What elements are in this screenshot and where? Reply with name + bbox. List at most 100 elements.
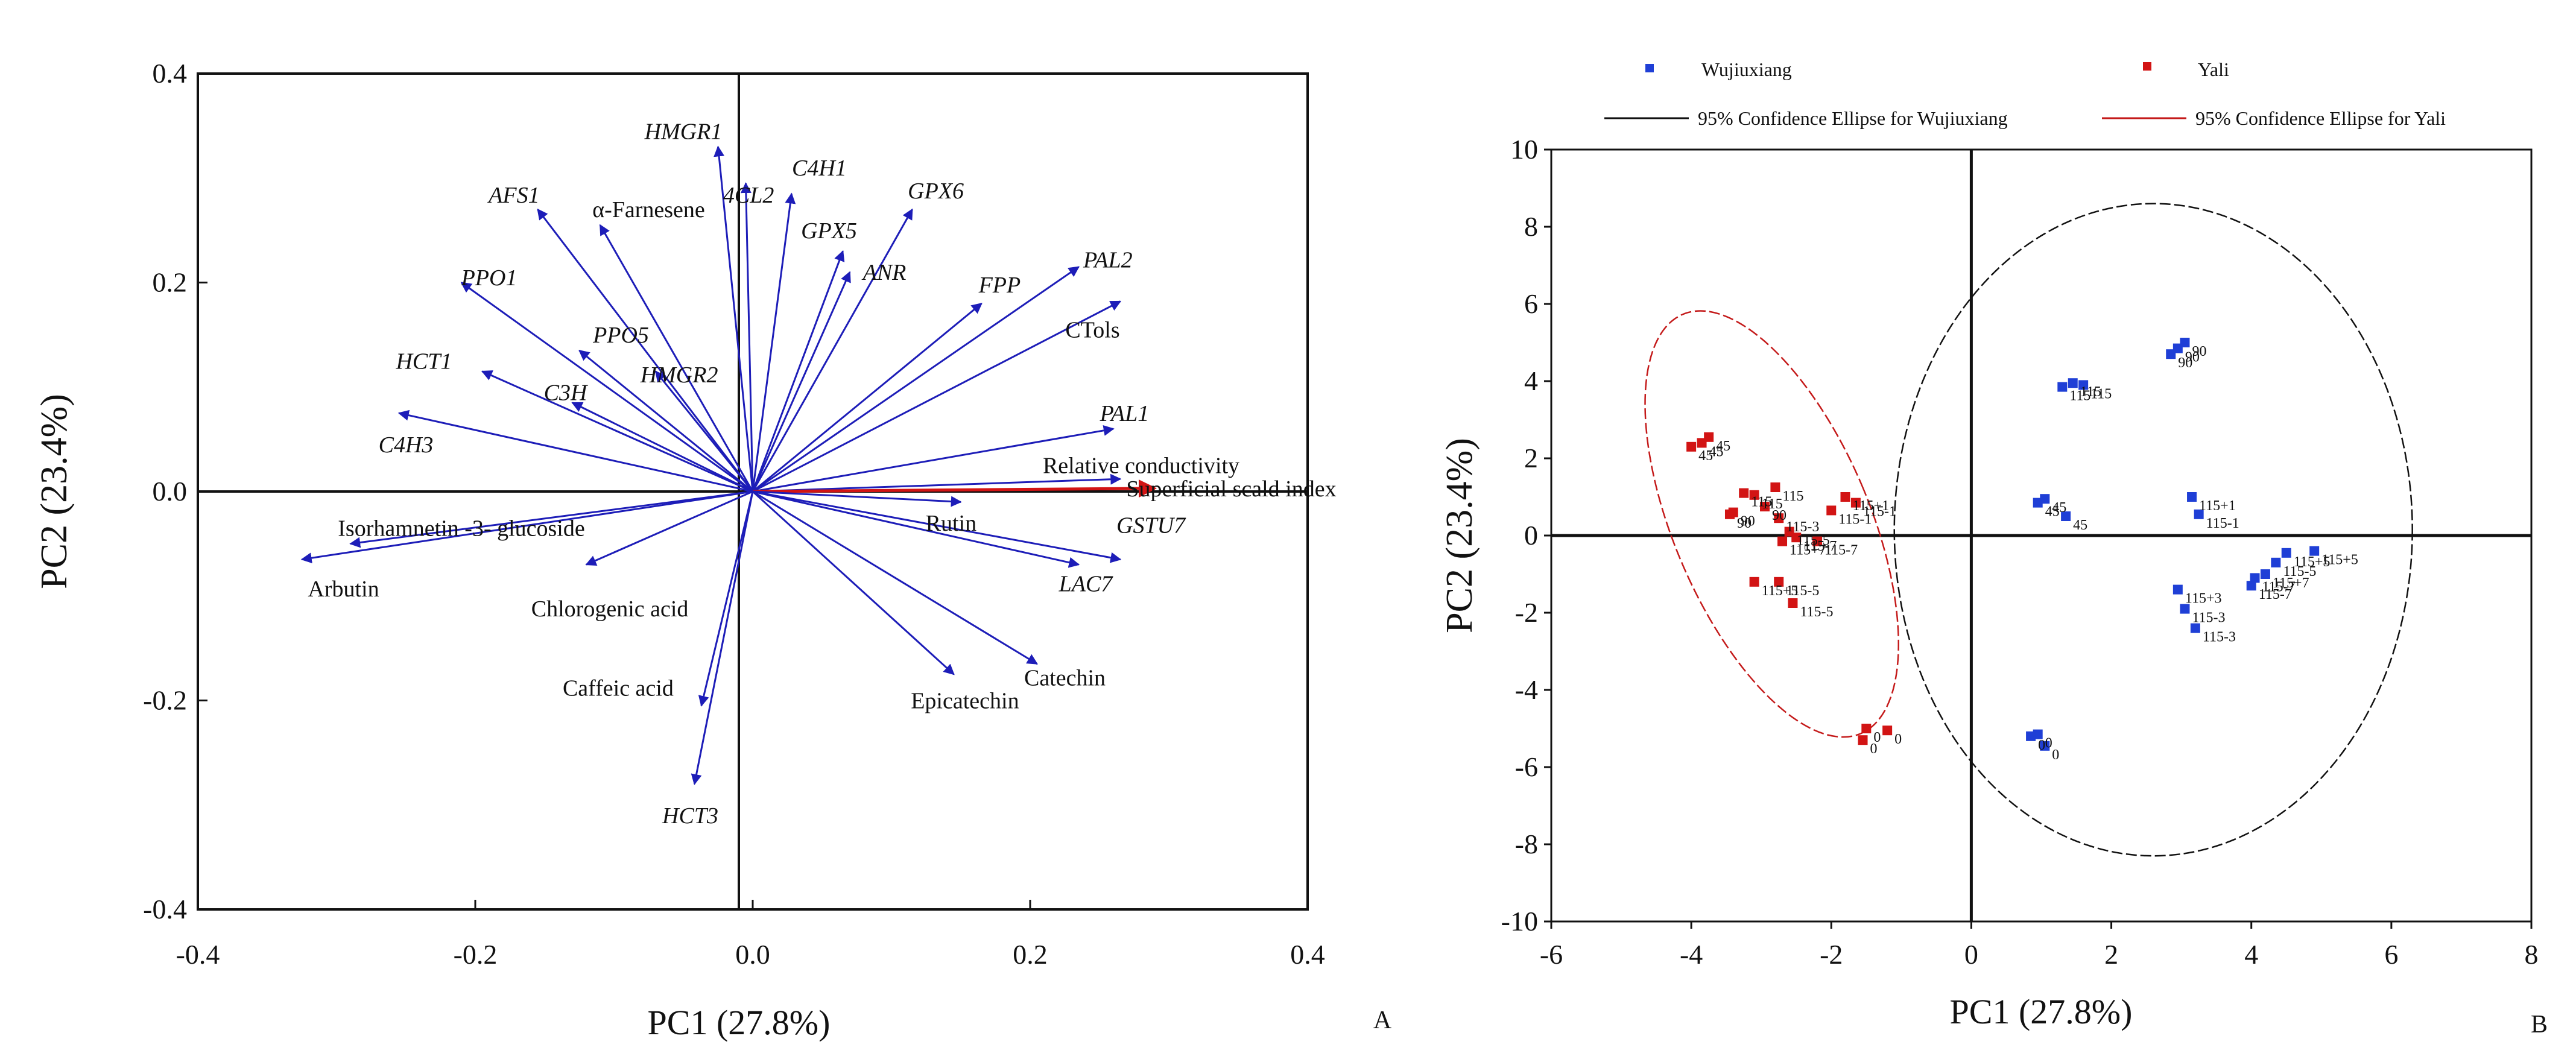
- panel-b-y-tick-label: 2: [1524, 443, 1538, 473]
- point-yali: [1840, 492, 1850, 502]
- point-yali: [1812, 536, 1823, 546]
- panel-b-y-tick-label: 8: [1524, 211, 1538, 242]
- point-label-wujiuxiang: 45: [2052, 500, 2066, 516]
- loading-label-superficial-scald-index: Superficial scald index: [1126, 476, 1336, 502]
- point-wujiuxiang: [2187, 492, 2197, 502]
- point-label-wujiuxiang: 90: [2185, 350, 2200, 365]
- point-yali: [1777, 536, 1788, 546]
- loading-vector-fpp: [752, 302, 983, 493]
- point-label-yali: 115-5: [1800, 604, 1833, 620]
- point-label-yali: 115: [1751, 495, 1772, 510]
- loading-label-farnesene: α-Farnesene: [592, 197, 705, 223]
- panel-b-y-tick-label: -8: [1515, 829, 1538, 859]
- loading-vector-anr: [752, 271, 851, 492]
- loading-label-c4h3: C4H3: [379, 432, 434, 458]
- point-wujiuxiang: [2250, 573, 2260, 583]
- legend-label-wujiuxiang: Wujiuxiang: [1701, 58, 1792, 80]
- loading-vector-hmgr1: [714, 145, 754, 492]
- panel-b-y-tick-label: -4: [1515, 674, 1538, 705]
- loading-label-pal2: PAL2: [1083, 247, 1133, 273]
- loading-vector-isorhamnetin-3-glucoside: [349, 490, 753, 548]
- point-yali: [1774, 577, 1784, 587]
- point-yali: [1850, 498, 1861, 508]
- point-label-yali: 115: [1782, 488, 1803, 504]
- point-label-wujiuxiang: 115-1: [2206, 516, 2239, 531]
- point-wujiuxiang: [2309, 546, 2320, 556]
- point-yali: [1774, 513, 1784, 523]
- point-yali: [1882, 725, 1893, 736]
- loading-label-hct1: HCT1: [395, 349, 452, 374]
- loading-label-hct3: HCT3: [662, 803, 718, 829]
- point-label-yali: 115-5: [1786, 583, 1819, 599]
- loading-label-4cl2: 4CL2: [723, 183, 774, 208]
- panel-a-tag: A: [1373, 1007, 1392, 1034]
- panel-a-loading-plot: -0.4 -0.2 0.0 0.2 0.4 -0.4 -0.2 0.0 0.2 0.4 HMGR…: [34, 58, 1392, 1042]
- panel-a-y-tick-label: -0.4: [143, 894, 187, 925]
- panel-b-x-tick-label: 4: [2244, 939, 2258, 970]
- loading-vector-gpx5: [752, 250, 845, 492]
- panel-a-x-tick-label: 0.0: [735, 939, 770, 970]
- point-wujiuxiang: [2180, 604, 2190, 614]
- panel-b-y-tick-label: 4: [1524, 365, 1538, 396]
- loading-label-c4h1: C4H1: [792, 156, 847, 181]
- loading-vector-caffeic-acid: [698, 491, 754, 707]
- point-yali: [1788, 598, 1798, 608]
- loading-label-rutin: Rutin: [926, 511, 976, 536]
- point-label-wujiuxiang: 115-7: [2262, 579, 2296, 595]
- point-label-yali: 0: [1894, 732, 1902, 747]
- loading-label-anr: ANR: [861, 260, 907, 285]
- point-label-yali: 90: [1772, 508, 1786, 523]
- point-label-yali: 90: [1741, 514, 1755, 529]
- loading-vector-hct3: [691, 491, 754, 785]
- panel-b-x-tick-label: 8: [2525, 939, 2539, 970]
- panel-a-y-tick-label: 0.2: [153, 267, 188, 298]
- loading-vector-afs1: [537, 208, 754, 492]
- loading-vector-ppo5: [578, 349, 753, 493]
- loading-vector-ppo1: [460, 282, 753, 493]
- point-yali: [1770, 482, 1780, 492]
- point-label-yali: 0: [1870, 741, 1878, 757]
- point-label-wujiuxiang: 45: [2073, 517, 2087, 533]
- point-label-wujiuxiang: 115+7: [2273, 575, 2309, 591]
- point-wujiuxiang: [2040, 741, 2050, 751]
- panel-a-y-tick-label: 0.4: [153, 58, 188, 89]
- loading-vector-hmgr2: [654, 370, 754, 492]
- loading-vector-rutin: [752, 490, 962, 507]
- legend-marker-wujiuxiang: [1645, 64, 1654, 72]
- panel-b-y-tick-label: -10: [1501, 906, 1538, 937]
- panel-a-y-axis-title: PC2 (23.4%): [34, 394, 75, 589]
- panel-a-x-tick-label: 0.2: [1013, 939, 1048, 970]
- loading-vector-relative-conductivity: [752, 473, 1122, 493]
- loading-label-lac7: LAC7: [1059, 571, 1114, 596]
- panel-a-x-tick-label: 0.4: [1290, 939, 1325, 970]
- panel-b-y-axis-title: PC2 (23.4%): [1439, 438, 1480, 633]
- point-label-yali: 45: [1709, 444, 1724, 460]
- point-wujiuxiang: [2040, 494, 2050, 504]
- loading-label-ctols: CTols: [1065, 317, 1119, 343]
- point-yali: [1791, 533, 1802, 543]
- loading-vector-epicatechin: [752, 490, 955, 675]
- loading-vector-pal1: [752, 425, 1115, 493]
- point-label-yali: 90: [1737, 516, 1752, 531]
- point-label-wujiuxiang: 45: [2045, 504, 2060, 520]
- point-label-yali: 45: [1716, 438, 1730, 454]
- panel-b-score-plot: Wujiuxiang Yali 95% Confidence Ellipse f…: [1439, 58, 2548, 1038]
- loading-label-gpx6: GPX6: [908, 179, 964, 204]
- point-wujiuxiang: [2173, 584, 2183, 595]
- point-label-wujiuxiang: 0: [2045, 736, 2052, 751]
- loading-label-pal1: PAL1: [1100, 401, 1150, 426]
- legend-marker-yali: [2143, 62, 2151, 71]
- loading-label-fpp: FPP: [978, 273, 1021, 298]
- point-label-wujiuxiang: 115+1: [2199, 498, 2236, 514]
- point-label-wujiuxiang: 115: [2069, 388, 2090, 404]
- point-wujiuxiang: [2068, 378, 2078, 388]
- point-yali: [1749, 577, 1759, 587]
- point-label-yali: 115-3: [1786, 519, 1819, 535]
- panel-b-x-tick-label: 2: [2104, 939, 2118, 970]
- loading-vector-c4h1: [752, 192, 796, 492]
- point-label-wujiuxiang: 115+5: [2321, 552, 2358, 568]
- confidence-ellipse-yali: [1644, 310, 1899, 738]
- loading-label-epicatechin: Epicatechin: [911, 689, 1019, 714]
- loading-label-gstu7: GSTU7: [1116, 513, 1186, 538]
- loading-vector-ctols: [752, 300, 1122, 493]
